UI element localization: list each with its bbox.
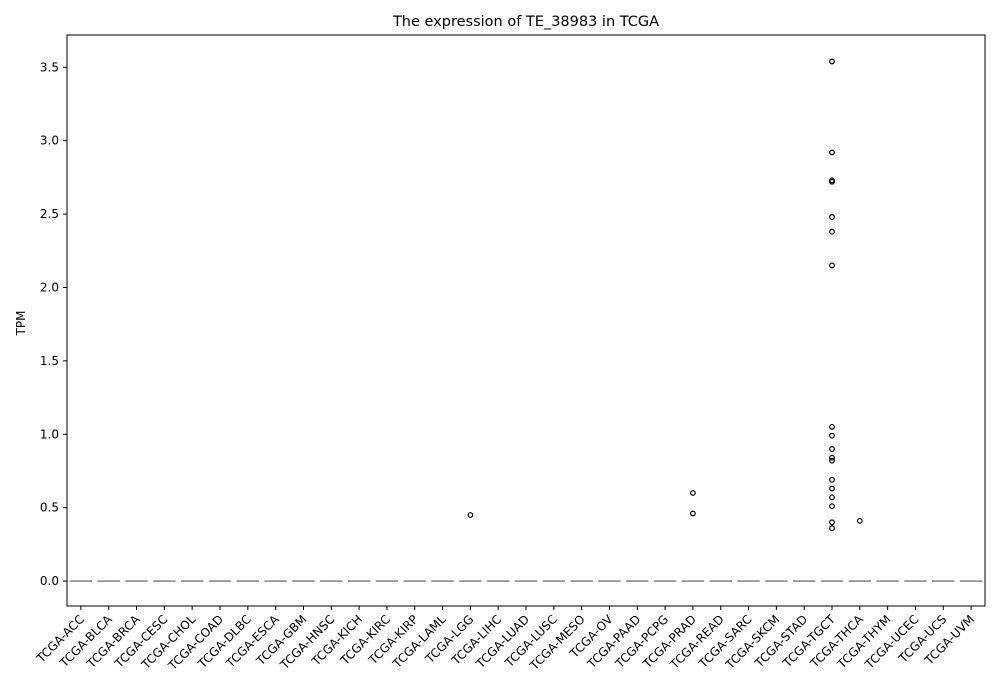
outlier-point bbox=[829, 446, 835, 452]
outlier-point bbox=[829, 525, 835, 532]
plot-area: 0.00.51.01.52.02.53.03.5TCGA-ACCTCGA-BLC… bbox=[33, 58, 983, 673]
outlier-point bbox=[829, 494, 835, 501]
outlier-point bbox=[829, 214, 835, 220]
outlier-point bbox=[829, 519, 835, 526]
chart-title: The expression of TE_38983 in TCGA bbox=[392, 14, 659, 30]
outlier-point bbox=[829, 424, 835, 430]
outlier-point bbox=[829, 149, 835, 156]
outlier-point bbox=[829, 457, 835, 464]
y-tick-label: 2.0 bbox=[40, 280, 59, 294]
outlier-point bbox=[856, 517, 863, 524]
outlier-point bbox=[829, 432, 835, 439]
y-tick-label: 3.0 bbox=[40, 134, 59, 148]
outlier-point bbox=[829, 454, 835, 461]
outlier-point bbox=[829, 262, 835, 269]
outlier-point bbox=[690, 510, 696, 517]
y-tick-label: 1.0 bbox=[40, 427, 59, 441]
outlier-point bbox=[829, 228, 835, 235]
y-tick-label: 0.0 bbox=[40, 574, 59, 588]
outlier-point bbox=[829, 178, 835, 185]
outlier-point bbox=[829, 503, 835, 510]
outlier-point bbox=[690, 490, 696, 496]
y-tick-label: 1.5 bbox=[40, 354, 59, 368]
outlier-point bbox=[829, 58, 835, 65]
y-tick-label: 0.5 bbox=[40, 501, 59, 515]
plot-frame bbox=[66, 34, 986, 607]
y-tick-label: 3.5 bbox=[40, 60, 59, 74]
outlier-point bbox=[829, 476, 835, 483]
y-tick-label: 2.5 bbox=[40, 207, 59, 221]
outlier-point bbox=[467, 512, 474, 518]
y-axis-label: TPM bbox=[14, 311, 28, 337]
outlier-point bbox=[829, 485, 835, 492]
